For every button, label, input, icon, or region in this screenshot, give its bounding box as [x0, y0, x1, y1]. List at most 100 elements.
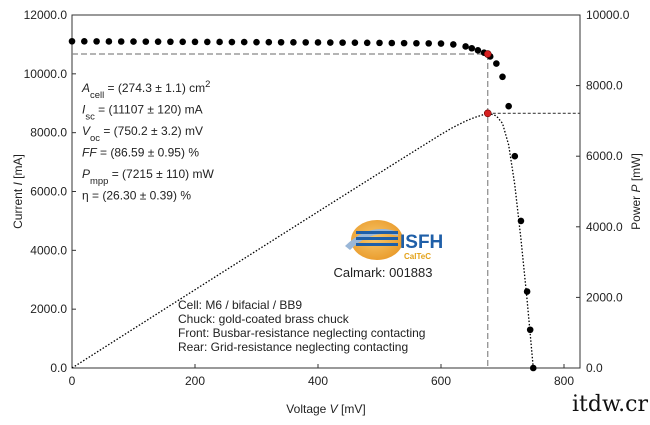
y2-tick-label: 6000.0 [586, 149, 623, 163]
current-point [437, 40, 445, 47]
current-point [142, 38, 150, 45]
current-point [228, 38, 236, 46]
current-point [130, 38, 137, 45]
current-point [277, 38, 285, 46]
text-part: Current [11, 186, 25, 229]
y2-tick-label: 10000.0 [586, 8, 630, 22]
y2-tick-label: 8000.0 [586, 79, 623, 93]
current-point [240, 38, 248, 46]
logo: ISFH CalTeC [345, 220, 443, 261]
current-point [474, 47, 482, 54]
current-point [400, 39, 408, 47]
text-part: 2 [205, 79, 210, 90]
text-part: [mV] [338, 402, 366, 416]
text-part: FF [82, 146, 97, 160]
annotation: Isc = (11107 ± 120) mA [82, 103, 203, 123]
logo-sub: CalTeC [404, 252, 431, 261]
logo-name: ISFH [400, 232, 443, 253]
current-point [93, 38, 100, 45]
current-point [327, 39, 334, 46]
current-point [265, 38, 273, 46]
y-tick-label: 12000.0 [24, 8, 68, 22]
note: Front: Busbar-resistance neglecting cont… [178, 326, 425, 340]
y-tick-label: 4000.0 [30, 243, 67, 257]
x-tick-label: 0 [69, 374, 76, 388]
current-point [493, 60, 500, 67]
y-tick-label: 2000.0 [30, 302, 67, 316]
logo-stripe [356, 231, 398, 234]
current-point [167, 38, 174, 46]
current-point [499, 73, 506, 81]
text-part: Power [629, 192, 643, 229]
current-point [526, 326, 534, 334]
text-part: [mW] [629, 153, 643, 184]
current-point [339, 39, 346, 46]
current-point [302, 39, 310, 46]
power-curve [71, 112, 534, 369]
current-point [450, 41, 457, 48]
annotation: Pmpp = (7215 ± 110) mW [82, 167, 214, 187]
text-part: I [11, 182, 25, 186]
current-point [523, 288, 531, 295]
current-point [388, 39, 396, 47]
y2-tick-label: 4000.0 [586, 220, 623, 234]
y2-axis-title: Power P [mW] [629, 153, 643, 230]
current-point [191, 38, 199, 46]
current-point [290, 39, 297, 46]
x-tick-label: 400 [308, 374, 328, 388]
current-point [462, 43, 469, 50]
current-point [204, 38, 211, 46]
text-part: I [82, 103, 86, 117]
current-point [425, 40, 433, 47]
text-part: = (750.2 ± 3.2) mV [100, 124, 203, 138]
text-part: V [330, 402, 339, 416]
text-part: = (11107 ± 120) mA [95, 103, 203, 117]
current-point [68, 37, 76, 45]
text-part: = (274.3 ± 1.1) cm [104, 81, 205, 95]
current-point [216, 38, 223, 46]
text-part: [mA] [11, 154, 25, 182]
logo-stripe [356, 243, 398, 246]
text-part: cell [90, 90, 104, 101]
annotation: Acell = (274.3 ± 1.1) cm2 [81, 79, 210, 101]
text-part: = (7215 ± 110) mW [108, 167, 214, 181]
mpp-power-point [483, 109, 492, 118]
text-part: Voltage [286, 402, 329, 416]
current-point [154, 38, 162, 45]
current-point [179, 38, 187, 46]
annotation: η = (26.30 ± 0.39) % [82, 189, 191, 203]
current-point [253, 38, 260, 46]
calmark: Calmark: 001883 [334, 265, 433, 280]
mpp-current-point [483, 50, 492, 58]
current-point [376, 39, 383, 47]
text-part: P [82, 167, 90, 181]
text-part: mpp [90, 176, 108, 187]
y-tick-label: 6000.0 [30, 185, 67, 199]
annotation: FF = (86.59 ± 0.95) % [82, 146, 199, 160]
current-point [351, 39, 359, 47]
current-point [505, 102, 512, 110]
x-axis-title: Voltage V [mV] [286, 402, 365, 416]
current-point [363, 39, 371, 47]
y-axis-title: Current I [mA] [11, 154, 25, 229]
note: Rear: Grid-resistance neglecting contact… [178, 340, 408, 354]
x-tick-label: 200 [185, 374, 205, 388]
current-point [81, 38, 88, 45]
y-tick-label: 8000.0 [30, 126, 67, 140]
x-tick-label: 600 [431, 374, 451, 388]
text-part: P [629, 184, 643, 192]
text-part: V [82, 124, 91, 138]
current-point [511, 152, 519, 160]
logo-stripe [356, 237, 398, 240]
current-point [117, 38, 125, 45]
note: Chuck: gold-coated brass chuck [178, 312, 350, 326]
current-point [413, 39, 420, 47]
text-part: A [81, 81, 90, 95]
y2-tick-label: 2000.0 [586, 290, 623, 304]
text-part: = (86.59 ± 0.95) % [97, 146, 200, 160]
text-part: sc [85, 111, 95, 122]
note: Cell: M6 / bifacial / BB9 [178, 298, 302, 312]
current-point [105, 38, 113, 45]
annotation: Voc = (750.2 ± 3.2) mV [82, 124, 203, 144]
